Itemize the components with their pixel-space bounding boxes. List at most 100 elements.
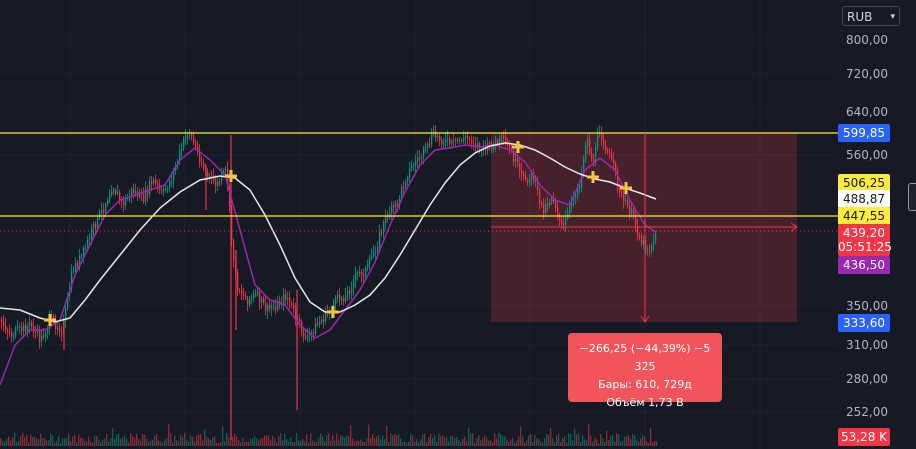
currency-selector[interactable]: RUB ▾ — [842, 6, 900, 26]
volume-bar — [48, 440, 50, 446]
candle-body — [99, 212, 101, 217]
candle-body — [255, 293, 257, 295]
candle-body — [489, 142, 491, 145]
candle-body — [157, 183, 159, 186]
candle-body — [203, 163, 205, 169]
volume-bar — [20, 436, 22, 446]
volume-bar — [640, 438, 642, 446]
volume-bar — [652, 441, 654, 446]
candle-body — [393, 205, 395, 207]
volume-bar — [242, 437, 244, 446]
candle-body — [613, 159, 615, 163]
volume-bar — [354, 441, 356, 446]
candle-body — [215, 181, 217, 186]
candle-body — [123, 200, 125, 206]
candle-body — [633, 208, 635, 215]
volume-bar — [644, 437, 646, 446]
candle-body — [641, 237, 643, 245]
candle-body — [61, 331, 63, 334]
candle-body — [431, 134, 433, 145]
volume-bar — [22, 433, 24, 446]
candle-body — [239, 290, 241, 292]
candle-body — [51, 316, 53, 318]
volume-bar — [324, 441, 326, 446]
candle-body — [105, 204, 107, 213]
volume-bar — [618, 434, 620, 446]
volume-bar — [398, 434, 400, 446]
volume-bar — [42, 438, 44, 446]
volume-bar — [636, 439, 638, 446]
volume-bar — [558, 433, 560, 446]
volume-bar — [440, 436, 442, 446]
volume-bar — [104, 438, 106, 446]
candle-body — [9, 331, 11, 334]
candle-body — [261, 298, 263, 303]
volume-bar — [514, 442, 516, 446]
volume-bar — [72, 436, 74, 446]
volume-bar — [264, 435, 266, 446]
candle-body — [299, 318, 301, 322]
volume-bar — [230, 439, 232, 446]
candle-body — [309, 333, 311, 335]
candle-body — [501, 136, 503, 138]
volume-bar — [386, 425, 388, 446]
candle-body — [549, 201, 551, 206]
candle-body — [87, 239, 89, 248]
candle-body — [219, 181, 221, 183]
candle-body — [585, 145, 587, 160]
scale-handle[interactable] — [908, 183, 916, 211]
volume-bar — [554, 442, 556, 446]
volume-bar — [616, 433, 618, 446]
candle-body — [461, 140, 463, 142]
candle-body — [183, 138, 185, 149]
volume-bar — [572, 440, 574, 446]
volume-bar — [416, 439, 418, 446]
candle-body — [29, 322, 31, 327]
volume-bar — [308, 442, 310, 446]
candle-body — [459, 140, 461, 142]
candle-body — [147, 189, 149, 195]
candle-body — [465, 136, 467, 139]
volume-bar — [16, 441, 18, 446]
candle-body — [355, 273, 357, 281]
volume-bar — [290, 437, 292, 446]
volume-bar — [80, 438, 82, 446]
candle-body — [645, 240, 647, 251]
arrow-head-icon — [790, 222, 798, 232]
volume-bar — [574, 428, 576, 446]
measure-volume: Объём 1,73 B — [606, 396, 684, 409]
volume-bar — [490, 440, 492, 446]
candle-body — [231, 207, 233, 241]
volume-bar — [482, 438, 484, 446]
candle-body — [95, 223, 97, 229]
candle-body — [75, 263, 77, 272]
candle-body — [351, 288, 353, 294]
volume-bar — [178, 441, 180, 446]
price-tick: 800,00 — [846, 33, 888, 47]
volume-bar — [604, 441, 606, 446]
crossover-marker-icon — [620, 182, 632, 194]
candle-body — [597, 135, 599, 147]
candle-body — [89, 238, 91, 240]
volume-bar — [6, 438, 8, 446]
volume-bar — [542, 442, 544, 446]
candle-body — [347, 290, 349, 295]
volume-bar — [182, 437, 184, 446]
volume-bar — [200, 434, 202, 446]
volume-bar — [330, 441, 332, 446]
volume-bar — [536, 438, 538, 446]
volume-bar — [538, 438, 540, 446]
candle-body — [311, 332, 313, 334]
volume-bar — [484, 435, 486, 446]
volume-bar — [180, 435, 182, 446]
candle-body — [23, 324, 25, 332]
candle-body — [35, 332, 37, 334]
candle-body — [43, 335, 45, 337]
candle-body — [57, 328, 59, 330]
volume-bar — [650, 427, 652, 446]
volume-bar — [510, 439, 512, 446]
candle-body — [595, 146, 597, 163]
volume-bar — [560, 442, 562, 446]
